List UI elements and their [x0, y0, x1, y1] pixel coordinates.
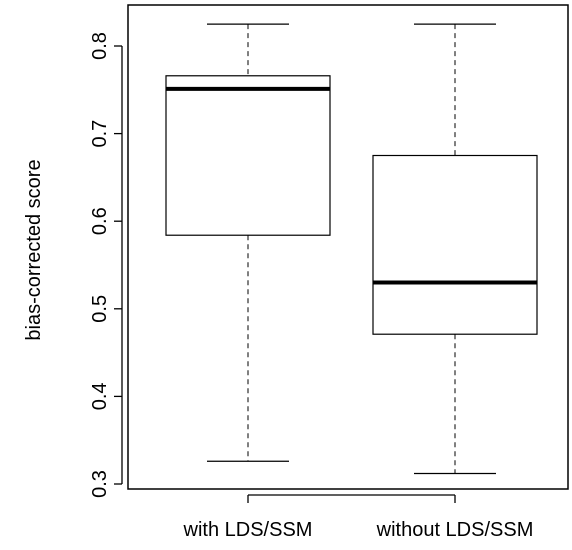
boxes-group [165, 23, 538, 475]
x-category-label: with LDS/SSM [183, 519, 313, 541]
y-tick-label: 0.7 [89, 120, 111, 148]
plot-frame [127, 4, 569, 490]
y-tick-label: 0.3 [89, 470, 111, 498]
y-axis: 0.3 0.4 0.5 0.6 0.7 0.8 [89, 32, 123, 498]
y-tick-label: 0.4 [89, 382, 111, 410]
iqr-box [165, 75, 331, 236]
box-without-lds-ssm [372, 23, 538, 475]
box-with-lds-ssm [165, 23, 331, 462]
y-tick-label: 0.5 [89, 295, 111, 323]
y-axis-title: bias-corrected score [23, 159, 45, 340]
iqr-box [372, 154, 538, 335]
y-tick-label: 0.6 [89, 207, 111, 235]
y-tick-label: 0.8 [89, 32, 111, 60]
x-axis: with LDS/SSM without LDS/SSM [183, 494, 534, 541]
x-category-label: without LDS/SSM [376, 519, 534, 541]
